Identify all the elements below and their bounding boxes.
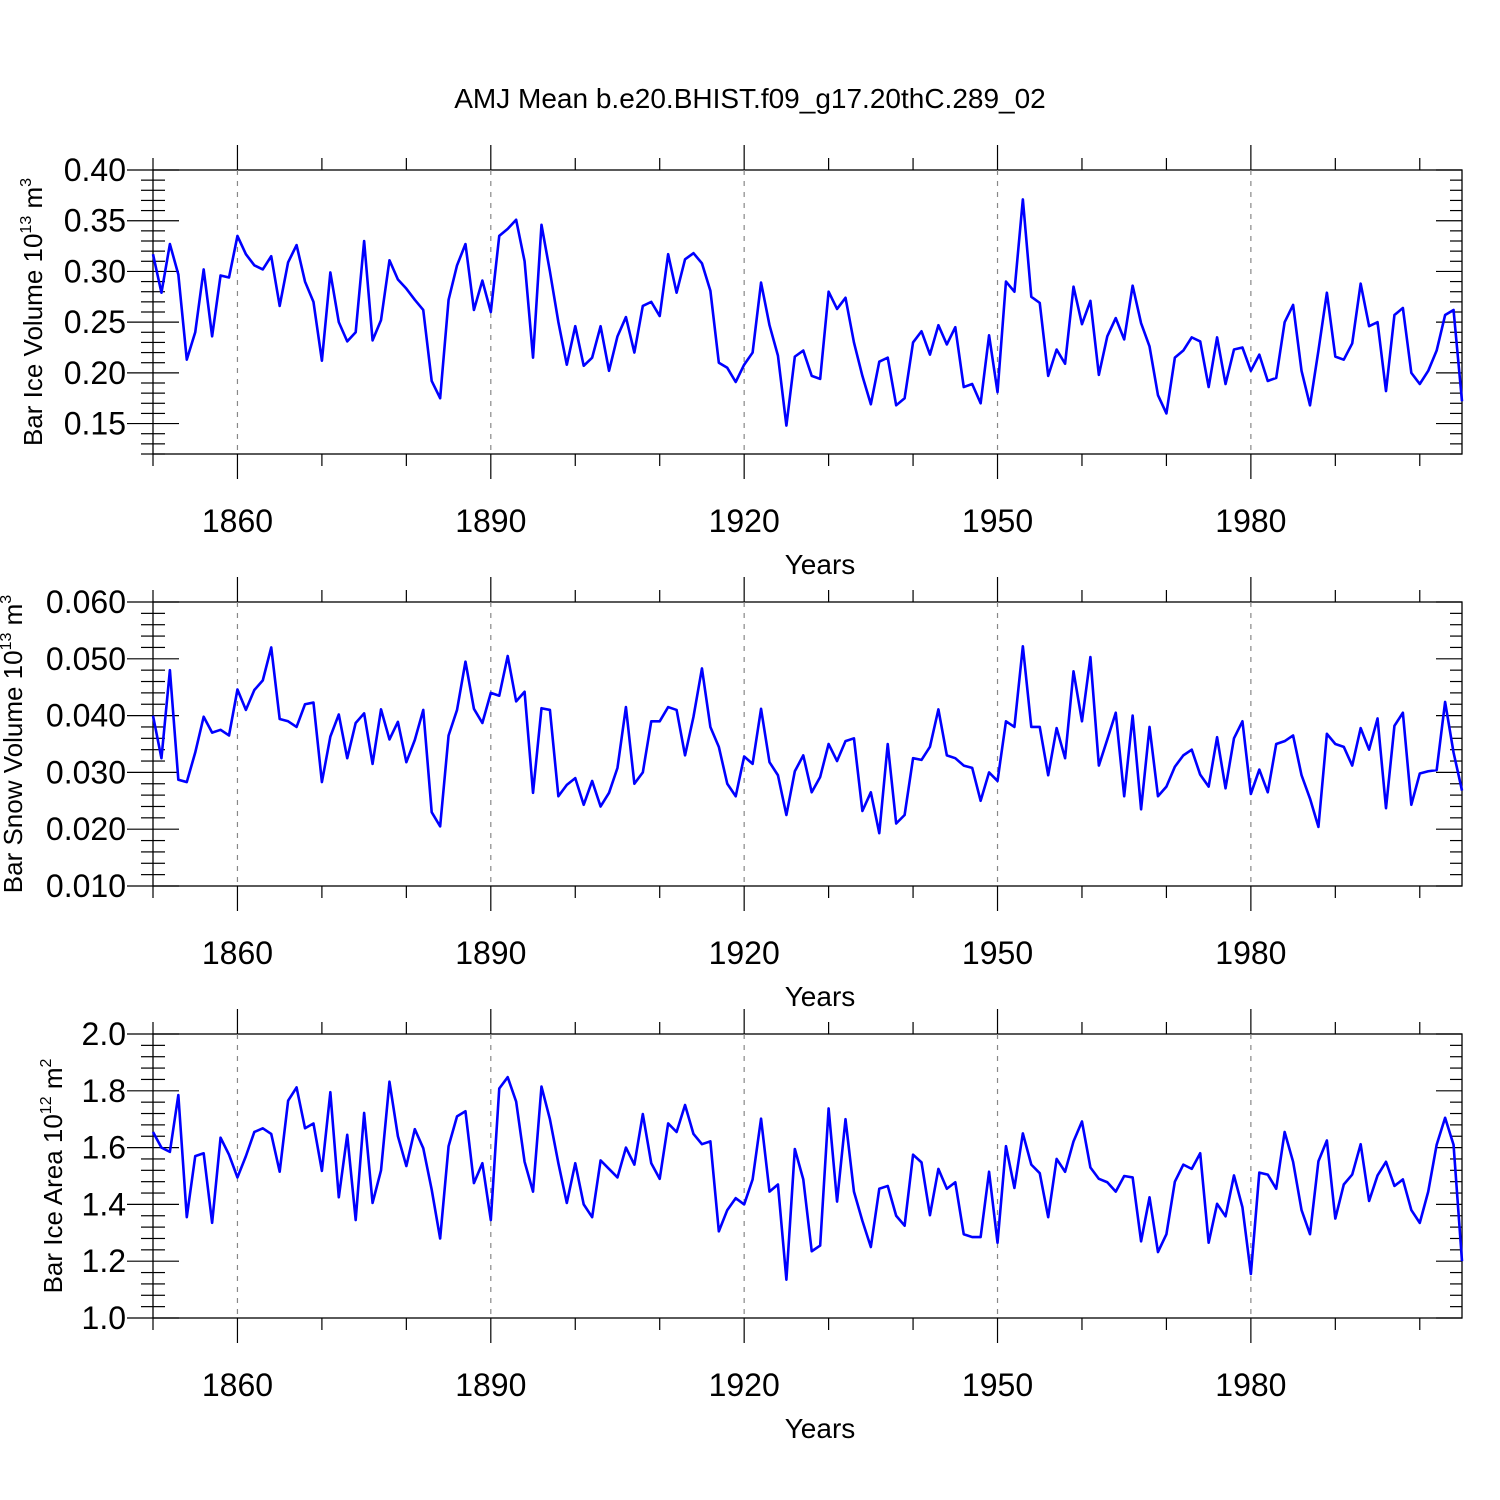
y-unit-exponent: 13 bbox=[18, 216, 35, 234]
x-tick-label: 1920 bbox=[709, 503, 780, 539]
plot-frame bbox=[152, 169, 1463, 455]
y-tick-label: 0.15 bbox=[64, 406, 126, 442]
x-tick-label: 1980 bbox=[1215, 503, 1286, 539]
panel-ice-area: 1.01.21.41.61.82.0 1860 1890 1920 1950 1980 … bbox=[38, 1009, 1464, 1444]
y-tick-label: 2.0 bbox=[82, 1016, 126, 1052]
y-tick-label: 1.6 bbox=[82, 1130, 126, 1166]
y-tick-label: 1.0 bbox=[82, 1300, 126, 1336]
axes-ticks bbox=[127, 145, 1462, 479]
y-axis-label-name: Bar Snow Volume bbox=[0, 687, 28, 894]
x-tick-labels: 1860 1890 1920 1950 1980 bbox=[202, 503, 1287, 539]
y-unit-base: 10 bbox=[18, 234, 48, 263]
y-unit-symbol-exponent: 3 bbox=[0, 595, 15, 604]
y-unit-exponent: 13 bbox=[0, 632, 15, 650]
y-tick-labels: 1.0 1.2 1.4 1.6 1.8 2.0 bbox=[82, 1016, 126, 1336]
x-tick-label: 1890 bbox=[455, 1367, 526, 1403]
gridlines bbox=[236, 170, 1252, 454]
y-tick-label: 1.2 bbox=[82, 1243, 126, 1279]
y-tick-label: 0.010 bbox=[46, 868, 126, 904]
y-tick-label: 0.25 bbox=[64, 304, 126, 340]
y-tick-label: 1.8 bbox=[82, 1073, 126, 1109]
x-tick-label: 1860 bbox=[202, 503, 273, 539]
y-axis-label: Bar Snow Volume 1013 m3 bbox=[0, 595, 28, 894]
y-tick-label: 0.020 bbox=[46, 811, 126, 847]
y-unit-base: 10 bbox=[0, 650, 28, 679]
series-line-ice-area bbox=[151, 1075, 1464, 1281]
y-axis-label: Bar Ice Area 1012 m2 bbox=[38, 1058, 68, 1293]
x-axis-label: Years bbox=[785, 549, 856, 580]
y-tick-label: 0.040 bbox=[46, 698, 126, 734]
plot-frame bbox=[152, 601, 1463, 887]
x-tick-label: 1950 bbox=[962, 1367, 1033, 1403]
axes-ticks bbox=[127, 1009, 1462, 1343]
series-line-snow-volume bbox=[151, 645, 1464, 835]
y-unit-symbol: m bbox=[0, 604, 28, 626]
figure-title: AMJ Mean b.e20.BHIST.f09_g17.20thC.289_0… bbox=[454, 83, 1046, 114]
axes-ticks bbox=[127, 577, 1462, 911]
x-tick-label: 1980 bbox=[1215, 935, 1286, 971]
y-axis-label-name: Bar Ice Volume bbox=[18, 270, 48, 446]
x-tick-label: 1860 bbox=[202, 1367, 273, 1403]
panel-ice-volume: 0.15 0.20 0.25 0.30 0.35 0.40 1860 1890 1920 195… bbox=[18, 145, 1464, 580]
y-tick-label: 0.030 bbox=[46, 754, 126, 790]
y-tick-label: 0.30 bbox=[64, 253, 126, 289]
y-unit-symbol: m bbox=[18, 187, 48, 209]
x-tick-label: 1920 bbox=[709, 935, 780, 971]
x-axis-label: Years bbox=[785, 1413, 856, 1444]
y-tick-label: 1.4 bbox=[82, 1186, 126, 1222]
x-tick-label: 1980 bbox=[1215, 1367, 1286, 1403]
y-tick-label: 0.050 bbox=[46, 641, 126, 677]
x-tick-label: 1920 bbox=[709, 1367, 780, 1403]
y-tick-labels: 0.15 0.20 0.25 0.30 0.35 0.40 bbox=[64, 152, 126, 442]
x-tick-label: 1860 bbox=[202, 935, 273, 971]
y-axis-label-name: Bar Ice Area bbox=[38, 1150, 68, 1294]
y-axis-label: Bar Ice Volume 1013 m3 bbox=[18, 178, 48, 446]
gridlines bbox=[236, 1034, 1252, 1318]
x-tick-label: 1890 bbox=[455, 935, 526, 971]
x-tick-label: 1890 bbox=[455, 503, 526, 539]
y-unit-exponent: 12 bbox=[38, 1096, 55, 1114]
gridlines bbox=[236, 602, 1252, 886]
series-line-ice-volume bbox=[151, 198, 1464, 427]
y-tick-label: 0.35 bbox=[64, 203, 126, 239]
y-tick-label: 0.40 bbox=[64, 152, 126, 188]
y-unit-base: 10 bbox=[38, 1114, 68, 1143]
y-unit-symbol-exponent: 2 bbox=[38, 1058, 55, 1067]
y-tick-label: 0.20 bbox=[64, 355, 126, 391]
y-tick-labels: 0.010 0.020 0.030 0.040 0.050 0.060 bbox=[46, 584, 126, 904]
y-unit-symbol-exponent: 3 bbox=[18, 178, 35, 187]
plot-frame bbox=[152, 1033, 1463, 1319]
x-tick-labels: 1860 1890 1920 1950 1980 bbox=[202, 935, 1287, 971]
y-tick-label: 0.060 bbox=[46, 584, 126, 620]
x-tick-label: 1950 bbox=[962, 935, 1033, 971]
x-axis-label: Years bbox=[785, 981, 856, 1012]
x-tick-label: 1950 bbox=[962, 503, 1033, 539]
y-unit-symbol: m bbox=[38, 1067, 68, 1089]
x-tick-labels: 1860 1890 1920 1950 1980 bbox=[202, 1367, 1287, 1403]
